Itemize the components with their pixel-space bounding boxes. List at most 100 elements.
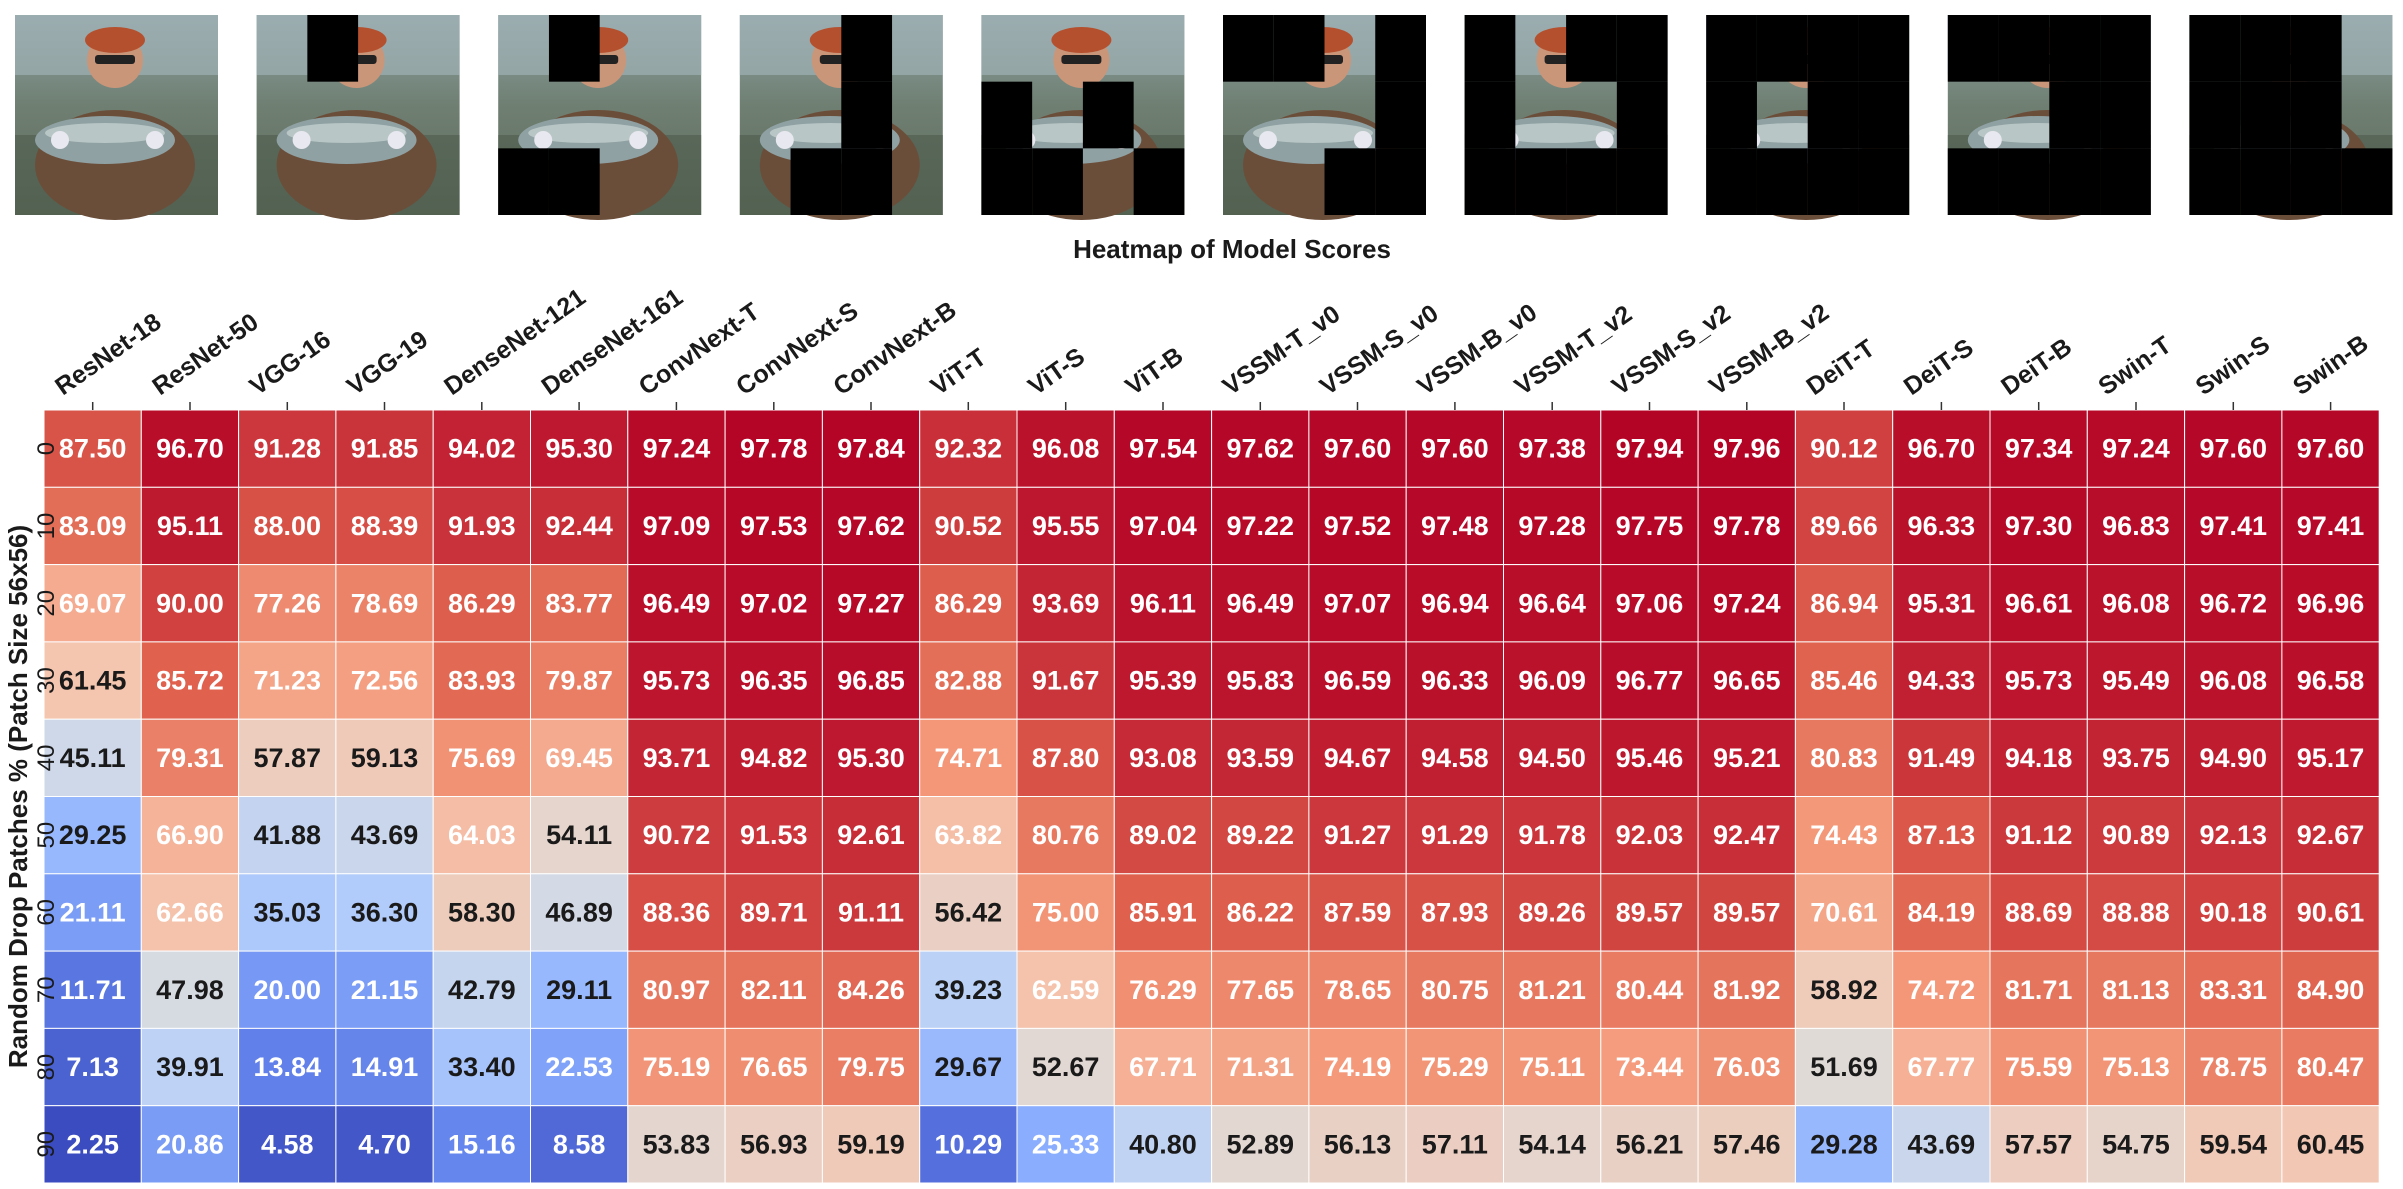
cell-value-label: 74.43 (1810, 820, 1878, 850)
thumb-hand-left (1259, 131, 1277, 149)
heatmap-cell (1697, 873, 1796, 952)
heatmap-cell (2086, 564, 2186, 643)
heatmap-cell (2086, 718, 2186, 798)
cell-value-label: 84.90 (2297, 975, 2365, 1005)
cell-value-label: 46.89 (545, 897, 613, 927)
cell-value-label: 15.16 (448, 1129, 516, 1159)
thumb-hand-left (1983, 131, 2002, 149)
thumb-mask-patch (1807, 81, 1859, 149)
y-tick-label: 20 (33, 590, 60, 617)
cell-value-label: 33.40 (448, 1052, 516, 1082)
cell-value-label: 76.65 (740, 1052, 808, 1082)
cell-value-label: 93.08 (1129, 743, 1197, 773)
cell-value-label: 95.83 (1226, 666, 1294, 696)
cell-value-label: 87.50 (59, 434, 127, 464)
heatmap-cell (1794, 409, 1894, 488)
heatmap-cell (821, 1105, 921, 1184)
y-axis-label: Random Drop Patches % (Patch Size 56x56) (3, 525, 33, 1068)
cell-value-label: 88.36 (643, 897, 711, 927)
occlusion-thumbnails (15, 15, 2393, 220)
heatmap-cell (1989, 1105, 2088, 1184)
cell-value-label: 96.70 (156, 434, 224, 464)
heatmap-cell (1016, 641, 1115, 720)
heatmap-cell (2086, 641, 2186, 720)
cell-value-label: 97.34 (2005, 434, 2073, 464)
heatmap-cell (724, 873, 823, 952)
cell-value-label: 97.28 (1518, 511, 1586, 541)
heatmap-cell (1211, 486, 1310, 566)
cell-value-label: 97.38 (1518, 434, 1586, 464)
cell-value-label: 75.29 (1421, 1052, 1489, 1082)
thumb-mask-patch (548, 15, 600, 82)
heatmap-cell (2281, 873, 2380, 952)
cell-value-label: 96.59 (1324, 666, 1392, 696)
cell-value-label: 89.57 (1713, 897, 1781, 927)
heatmap-cell (1697, 486, 1796, 566)
cell-value-label: 95.49 (2102, 666, 2170, 696)
thumb-mask-patch (2240, 81, 2291, 149)
heatmap-cell (432, 1105, 532, 1184)
heatmap-cell (1503, 641, 1602, 720)
heatmap-cell (1600, 1027, 1699, 1107)
thumb-mask-patch (2290, 15, 2342, 82)
heatmap-cell (2086, 486, 2186, 566)
cell-value-label: 87.13 (1908, 820, 1976, 850)
heatmap-cell (2281, 564, 2380, 643)
heatmap-cell (43, 564, 142, 643)
cell-value-label: 94.02 (448, 434, 516, 464)
heatmap-cell (1405, 873, 1504, 952)
thumb-hand-left (292, 131, 311, 149)
heatmap-cell (140, 718, 240, 798)
cell-value-label: 97.52 (1324, 511, 1392, 541)
heatmap-cell (1405, 1105, 1504, 1184)
heatmap-cell (2281, 1105, 2380, 1184)
cell-value-label: 80.47 (2297, 1052, 2365, 1082)
cell-value-label: 91.11 (838, 897, 904, 927)
thumb-mask-patch (1756, 148, 1808, 215)
cell-value-label: 96.85 (837, 666, 905, 696)
heatmap-cell (1308, 796, 1407, 875)
x-tick-label: ViT-B (1120, 342, 1188, 401)
heatmap-cell (1308, 1027, 1407, 1107)
cell-value-label: 62.59 (1032, 975, 1100, 1005)
heatmap-cell (919, 950, 1018, 1029)
heatmap-cell (1405, 409, 1504, 488)
heatmap-cell (140, 409, 240, 488)
thumbnail-5 (1223, 15, 1426, 220)
heatmap-cell (821, 1027, 921, 1107)
heatmap-cell (724, 950, 823, 1029)
heatmap-cell (335, 1105, 434, 1184)
cell-value-label: 86.94 (1810, 588, 1878, 618)
thumb-mask-patch (2100, 81, 2151, 149)
heatmap-cell (1113, 641, 1213, 720)
cell-value-label: 80.97 (643, 975, 711, 1005)
cell-value-label: 56.21 (1616, 1129, 1684, 1159)
y-tick-label: 90 (33, 1131, 60, 1158)
thumb-mask-patch (1706, 15, 1757, 82)
cell-value-label: 21.11 (60, 897, 126, 927)
cell-value-label: 4.70 (358, 1129, 411, 1159)
cell-value-label: 53.83 (643, 1129, 711, 1159)
cell-value-label: 95.55 (1032, 511, 1100, 541)
cell-value-label: 94.58 (1421, 743, 1489, 773)
cell-value-label: 2.25 (66, 1129, 119, 1159)
heatmap-cell (530, 873, 629, 952)
cell-value-label: 97.53 (740, 511, 808, 541)
cell-value-label: 42.79 (448, 975, 516, 1005)
heatmap-cell (724, 796, 823, 875)
cell-value-label: 75.69 (448, 743, 516, 773)
x-tick-label: ResNet-50 (147, 308, 263, 401)
cell-value-label: 85.46 (1810, 666, 1878, 696)
cell-value-label: 96.70 (1908, 434, 1976, 464)
heatmap-cell (1892, 1105, 1991, 1184)
heatmap-cell (919, 873, 1018, 952)
y-tick-label: 30 (33, 667, 60, 694)
cell-value-label: 51.69 (1810, 1052, 1878, 1082)
heatmap-cell (1113, 796, 1213, 875)
cell-value-label: 97.60 (2199, 434, 2267, 464)
cell-value-label: 93.69 (1032, 588, 1100, 618)
thumb-mask-patch (841, 81, 893, 149)
thumb-cap (85, 27, 145, 53)
cell-value-label: 97.07 (1324, 588, 1392, 618)
thumb-mask-patch (1375, 15, 1426, 82)
